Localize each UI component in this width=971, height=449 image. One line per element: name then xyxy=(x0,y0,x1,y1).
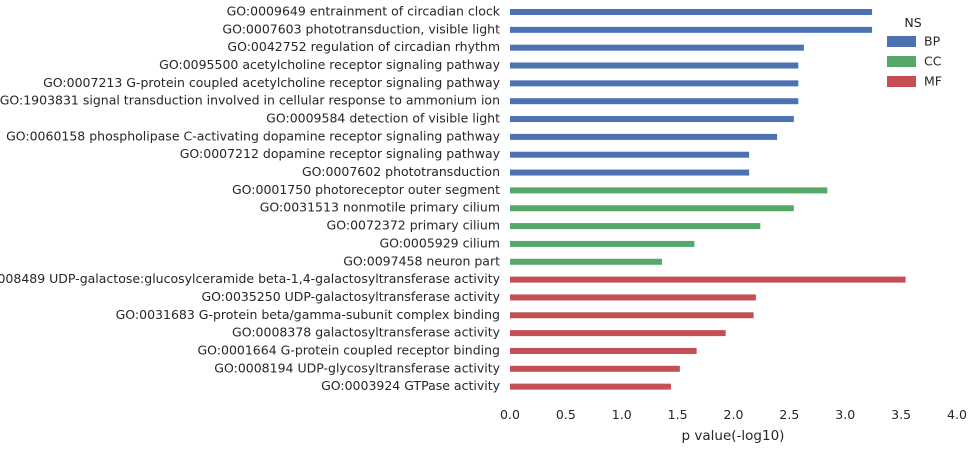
legend-title: NS xyxy=(904,15,921,30)
legend-swatch-bp xyxy=(887,36,916,47)
category-label: GO:0003924 GTPase activity xyxy=(321,378,501,393)
bar-bp xyxy=(510,133,778,140)
x-tick-label: 3.5 xyxy=(891,407,911,422)
x-tick-label: 4.0 xyxy=(947,407,967,422)
legend-entries: BP CC MF xyxy=(887,34,942,89)
bar-mf xyxy=(510,365,680,372)
bar-bp xyxy=(510,169,750,176)
bar-bp xyxy=(510,44,804,51)
bar-cc xyxy=(510,240,695,247)
category-label: GO:0031513 nonmotile primary cilium xyxy=(260,200,500,215)
bar-cc xyxy=(510,223,761,230)
category-labels-group: GO:0009649 entrainment of circadian cloc… xyxy=(0,4,501,394)
bar-bp xyxy=(510,62,799,69)
category-label: GO:0007603 phototransduction, visible li… xyxy=(222,21,500,36)
category-label: GO:0042752 regulation of circadian rhyth… xyxy=(227,39,500,54)
x-tick-label: 2.0 xyxy=(724,407,744,422)
x-tick-label: 0.5 xyxy=(556,407,576,422)
bar-mf xyxy=(510,330,726,337)
bar-mf xyxy=(510,347,697,354)
category-label: GO:0008489 UDP-galactose:glucosylceramid… xyxy=(0,271,501,286)
x-axis-label: p value(-log10) xyxy=(682,428,785,444)
x-tick-label: 2.5 xyxy=(779,407,799,422)
category-label: GO:0001664 G-protein coupled receptor bi… xyxy=(197,342,500,357)
bar-bp xyxy=(510,80,799,87)
x-ticks-group: 0.0 0.5 1.0 1.5 2.0 2.5 3.0 3.5 4.0 xyxy=(500,407,967,422)
legend-label-bp: BP xyxy=(924,34,941,49)
bar-cc xyxy=(510,187,828,194)
bar-bp xyxy=(510,26,873,33)
legend-swatch-cc xyxy=(887,56,916,67)
category-label: GO:0097458 neuron part xyxy=(343,253,500,268)
bar-bp xyxy=(510,9,873,15)
legend: NS BP CC MF xyxy=(887,15,942,89)
bar-mf xyxy=(510,383,671,390)
bar-bp xyxy=(510,116,794,123)
legend-label-cc: CC xyxy=(924,54,942,69)
legend-swatch-mf xyxy=(887,76,916,87)
category-label: GO:0009649 entrainment of circadian cloc… xyxy=(227,4,501,19)
bar-mf xyxy=(510,312,754,319)
bar-bp xyxy=(510,151,750,158)
category-label: GO:0008194 UDP-glycosyltransferase activ… xyxy=(214,360,500,375)
bars-group xyxy=(510,9,906,390)
x-tick-label: 3.0 xyxy=(835,407,855,422)
category-label: GO:0005929 cilium xyxy=(379,235,500,250)
bar-cc xyxy=(510,258,662,265)
bar-mf xyxy=(510,294,756,301)
category-label: GO:1903831 signal transduction involved … xyxy=(0,93,500,108)
category-label: GO:0031683 G-protein beta/gamma-subunit … xyxy=(116,307,500,322)
category-label: GO:0060158 phospholipase C-activating do… xyxy=(6,128,501,143)
category-label: GO:0007213 G-protein coupled acetylcholi… xyxy=(43,75,500,90)
category-label: GO:0035250 UDP-galactosyltransferase act… xyxy=(201,289,500,304)
category-label: GO:0095500 acetylcholine receptor signal… xyxy=(159,57,500,72)
bar-mf xyxy=(510,276,906,283)
category-label: GO:0009584 detection of visible light xyxy=(266,111,500,126)
category-label: GO:0001750 photoreceptor outer segment xyxy=(232,182,500,197)
category-label: GO:0007602 phototransduction xyxy=(302,164,500,179)
bar-cc xyxy=(510,205,794,212)
x-tick-label: 0.0 xyxy=(500,407,520,422)
category-label: GO:0007212 dopamine receptor signaling p… xyxy=(180,146,501,161)
bar-bp xyxy=(510,98,799,105)
category-label: GO:0008378 galactosyltransferase activit… xyxy=(232,325,501,340)
x-tick-label: 1.0 xyxy=(612,407,632,422)
category-label: GO:0072372 primary cilium xyxy=(327,218,500,233)
x-tick-label: 1.5 xyxy=(668,407,688,422)
legend-label-mf: MF xyxy=(924,74,942,89)
